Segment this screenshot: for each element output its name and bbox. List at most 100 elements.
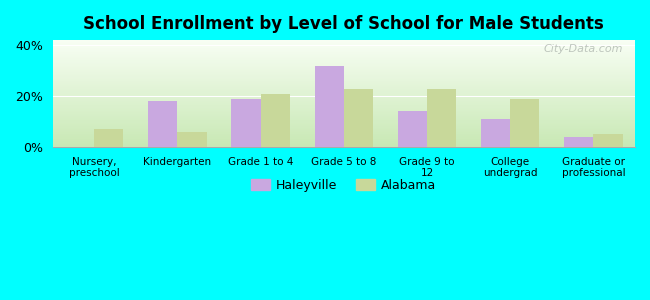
Bar [53, 71, 635, 72]
Bar [53, 53, 635, 54]
Bar [53, 68, 635, 69]
Bar [53, 52, 635, 53]
Bar [53, 119, 635, 120]
Bar [53, 128, 635, 129]
Bar [53, 88, 635, 89]
Bar [53, 80, 635, 81]
Bar [53, 130, 635, 131]
Bar [53, 42, 635, 43]
Bar [53, 60, 635, 62]
Bar [53, 96, 635, 97]
Bar [53, 49, 635, 50]
Bar [344, 88, 373, 147]
Bar [53, 139, 635, 140]
Bar [53, 97, 635, 98]
Bar [53, 72, 635, 73]
Bar [53, 58, 635, 59]
Bar [53, 131, 635, 132]
Bar [53, 89, 635, 90]
Bar [53, 102, 635, 103]
Bar [53, 109, 635, 110]
Bar [53, 66, 635, 67]
Bar [53, 54, 635, 55]
Bar [261, 94, 290, 147]
Bar [53, 111, 635, 112]
Bar [53, 116, 635, 117]
Text: City-Data.com: City-Data.com [544, 44, 623, 54]
Bar [53, 93, 635, 94]
Bar [53, 122, 635, 124]
Bar [53, 115, 635, 116]
Bar [53, 125, 635, 126]
Bar [53, 137, 635, 139]
Bar [53, 129, 635, 130]
Bar [94, 129, 124, 147]
Bar [53, 112, 635, 113]
Bar [53, 55, 635, 56]
Bar [53, 40, 635, 41]
Legend: Haleyville, Alabama: Haleyville, Alabama [246, 173, 441, 196]
Bar [53, 44, 635, 46]
Bar [53, 61, 635, 63]
Bar [53, 41, 635, 42]
Bar [177, 132, 207, 147]
Bar [53, 103, 635, 104]
Bar [510, 99, 540, 147]
Bar [53, 136, 635, 137]
Bar [53, 70, 635, 71]
Bar [53, 101, 635, 102]
Bar [53, 141, 635, 142]
Bar [53, 59, 635, 60]
Bar [315, 66, 344, 147]
Bar [53, 65, 635, 66]
Bar [53, 94, 635, 95]
Bar [53, 106, 635, 107]
Bar [53, 135, 635, 136]
Bar [53, 87, 635, 88]
Bar [53, 82, 635, 83]
Bar [53, 146, 635, 147]
Bar [53, 83, 635, 84]
Bar [53, 142, 635, 143]
Bar [53, 113, 635, 114]
Bar [53, 145, 635, 146]
Bar [53, 126, 635, 127]
Bar [53, 117, 635, 118]
Bar [53, 48, 635, 49]
Bar [53, 132, 635, 133]
Bar [427, 88, 456, 147]
Bar [53, 127, 635, 128]
Bar [53, 85, 635, 86]
Bar [53, 134, 635, 135]
Bar [53, 118, 635, 119]
Bar [53, 140, 635, 141]
Bar [53, 73, 635, 74]
Bar [53, 69, 635, 70]
Bar [53, 56, 635, 57]
Bar [53, 43, 635, 44]
Bar [53, 120, 635, 122]
Bar [53, 99, 635, 100]
Bar [53, 63, 635, 64]
Bar [53, 64, 635, 65]
Bar [53, 144, 635, 145]
Bar [53, 100, 635, 101]
Bar [53, 98, 635, 99]
Bar [481, 119, 510, 147]
Bar [231, 99, 261, 147]
Bar [53, 95, 635, 96]
Bar [53, 114, 635, 115]
Bar [53, 74, 635, 75]
Bar [53, 107, 635, 109]
Bar [53, 110, 635, 111]
Bar [148, 101, 177, 147]
Bar [53, 84, 635, 85]
Bar [53, 90, 635, 92]
Bar [564, 137, 593, 147]
Bar [593, 134, 623, 147]
Bar [53, 86, 635, 87]
Bar [53, 79, 635, 80]
Bar [53, 92, 635, 93]
Bar [53, 57, 635, 58]
Bar [53, 50, 635, 51]
